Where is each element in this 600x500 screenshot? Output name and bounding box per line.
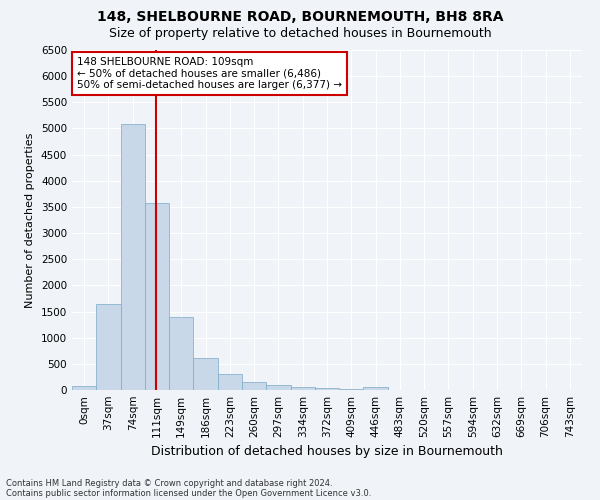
X-axis label: Distribution of detached houses by size in Bournemouth: Distribution of detached houses by size … — [151, 446, 503, 458]
Bar — [218, 374, 242, 390]
Bar — [169, 317, 193, 390]
Text: Size of property relative to detached houses in Bournemouth: Size of property relative to detached ho… — [109, 28, 491, 40]
Bar — [96, 304, 121, 390]
Bar — [266, 386, 290, 390]
Bar — [145, 202, 169, 390]
Bar — [315, 388, 339, 390]
Bar — [72, 386, 96, 390]
Y-axis label: Number of detached properties: Number of detached properties — [25, 132, 35, 308]
Bar — [193, 358, 218, 390]
Bar — [364, 386, 388, 390]
Bar — [242, 382, 266, 390]
Text: Contains public sector information licensed under the Open Government Licence v3: Contains public sector information licen… — [6, 488, 371, 498]
Bar — [290, 387, 315, 390]
Bar — [339, 389, 364, 390]
Text: 148, SHELBOURNE ROAD, BOURNEMOUTH, BH8 8RA: 148, SHELBOURNE ROAD, BOURNEMOUTH, BH8 8… — [97, 10, 503, 24]
Text: Contains HM Land Registry data © Crown copyright and database right 2024.: Contains HM Land Registry data © Crown c… — [6, 478, 332, 488]
Bar — [121, 124, 145, 390]
Text: 148 SHELBOURNE ROAD: 109sqm
← 50% of detached houses are smaller (6,486)
50% of : 148 SHELBOURNE ROAD: 109sqm ← 50% of det… — [77, 57, 342, 90]
